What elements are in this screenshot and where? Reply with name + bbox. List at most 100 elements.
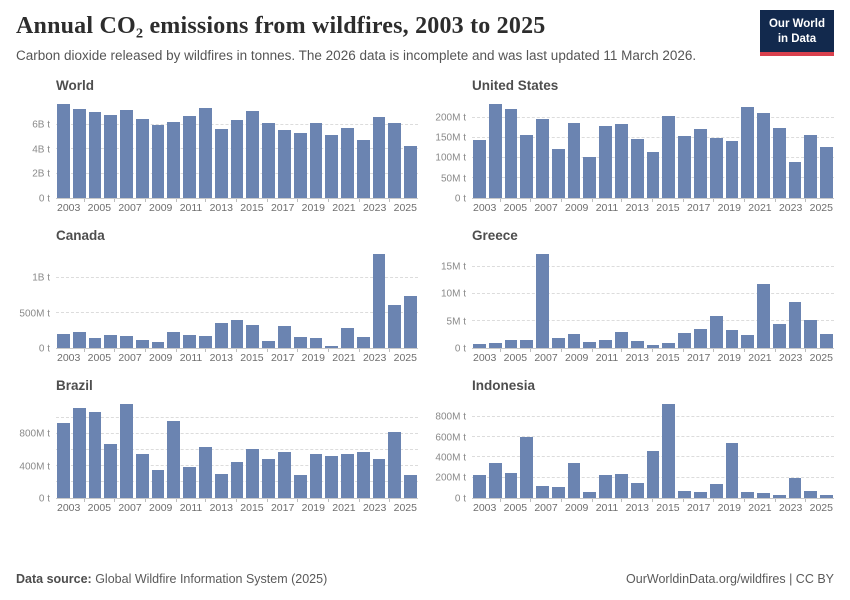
bar-2011[interactable]: [183, 335, 197, 348]
bar-2007[interactable]: [120, 404, 133, 498]
bar-2024[interactable]: [388, 304, 402, 348]
bar-2024[interactable]: [804, 320, 818, 348]
bar-2008[interactable]: [551, 148, 565, 198]
bar-2016[interactable]: [678, 490, 691, 498]
bar-2011[interactable]: [599, 475, 613, 498]
bar-2016[interactable]: [262, 458, 275, 498]
bar-2024[interactable]: [804, 490, 818, 498]
bar-2009[interactable]: [567, 122, 581, 198]
bar-2016[interactable]: [678, 333, 691, 348]
bar-2014[interactable]: [646, 450, 660, 498]
bar-2004[interactable]: [72, 108, 86, 198]
bar-2004[interactable]: [488, 462, 502, 498]
bar-2006[interactable]: [520, 134, 534, 198]
bar-2015[interactable]: [246, 110, 260, 198]
bar-2008[interactable]: [551, 486, 565, 498]
bar-2004[interactable]: [488, 103, 502, 198]
bar-2007[interactable]: [536, 254, 549, 348]
bar-2018[interactable]: [293, 474, 307, 498]
bar-2022[interactable]: [356, 451, 370, 498]
bar-2006[interactable]: [520, 436, 534, 498]
bar-2014[interactable]: [230, 120, 244, 198]
bar-2016[interactable]: [678, 136, 691, 198]
bar-2018[interactable]: [293, 336, 307, 348]
bar-2018[interactable]: [709, 137, 723, 198]
bar-2005[interactable]: [88, 412, 102, 498]
bar-2009[interactable]: [567, 333, 581, 348]
bar-2014[interactable]: [646, 344, 660, 348]
bar-2004[interactable]: [72, 331, 86, 348]
bar-2008[interactable]: [135, 340, 149, 348]
bar-2014[interactable]: [230, 461, 244, 498]
bar-2010[interactable]: [167, 331, 181, 348]
bar-2009[interactable]: [151, 341, 165, 348]
bar-2005[interactable]: [504, 108, 518, 198]
bar-2023[interactable]: [788, 477, 802, 498]
bar-2021[interactable]: [341, 127, 354, 198]
license-link[interactable]: OurWorldinData.org/wildfires | CC BY: [626, 572, 834, 586]
bar-2015[interactable]: [662, 343, 676, 348]
bar-2017[interactable]: [277, 130, 291, 198]
bar-2016[interactable]: [262, 340, 275, 348]
bar-2010[interactable]: [583, 492, 597, 498]
bar-2024[interactable]: [388, 432, 402, 498]
bar-2019[interactable]: [725, 442, 739, 498]
bar-2003[interactable]: [57, 334, 70, 348]
bar-2023[interactable]: [372, 254, 386, 348]
bar-2010[interactable]: [583, 157, 597, 198]
bar-2013[interactable]: [630, 138, 644, 198]
bar-2003[interactable]: [473, 343, 486, 348]
bar-2017[interactable]: [693, 128, 707, 198]
bar-2013[interactable]: [214, 473, 228, 498]
bar-2007[interactable]: [536, 486, 549, 498]
bar-2025[interactable]: [820, 334, 833, 348]
bar-2003[interactable]: [473, 139, 486, 198]
bar-2013[interactable]: [630, 483, 644, 498]
bar-2019[interactable]: [309, 123, 323, 198]
bar-2022[interactable]: [772, 494, 786, 498]
bar-2021[interactable]: [341, 328, 354, 348]
bar-2013[interactable]: [630, 341, 644, 348]
bar-2011[interactable]: [599, 340, 613, 348]
bar-2012[interactable]: [199, 446, 212, 498]
bar-2021[interactable]: [757, 493, 770, 498]
bar-2021[interactable]: [757, 283, 770, 348]
bar-2025[interactable]: [820, 146, 833, 198]
bar-2023[interactable]: [788, 161, 802, 198]
bar-2010[interactable]: [167, 420, 181, 498]
bar-2011[interactable]: [183, 116, 197, 198]
bar-2007[interactable]: [536, 118, 549, 198]
bar-2011[interactable]: [599, 125, 613, 198]
bar-2023[interactable]: [788, 302, 802, 348]
bar-2021[interactable]: [341, 453, 354, 498]
bar-2022[interactable]: [772, 127, 786, 198]
bar-2020[interactable]: [325, 346, 339, 348]
bar-2008[interactable]: [551, 338, 565, 348]
bar-2024[interactable]: [388, 123, 402, 198]
bar-2025[interactable]: [820, 494, 833, 498]
bar-2020[interactable]: [741, 492, 755, 498]
bar-2013[interactable]: [214, 322, 228, 348]
bar-2012[interactable]: [615, 123, 628, 198]
bar-2006[interactable]: [520, 339, 534, 348]
bar-2015[interactable]: [662, 116, 676, 198]
bar-2014[interactable]: [646, 152, 660, 198]
bar-2017[interactable]: [277, 451, 291, 498]
bar-2018[interactable]: [709, 316, 723, 348]
bar-2003[interactable]: [473, 475, 486, 498]
bar-2025[interactable]: [404, 475, 417, 498]
bar-2013[interactable]: [214, 128, 228, 198]
bar-2023[interactable]: [372, 458, 386, 498]
bar-2017[interactable]: [693, 328, 707, 348]
bar-2006[interactable]: [104, 443, 118, 498]
bar-2012[interactable]: [615, 332, 628, 348]
bar-2025[interactable]: [404, 296, 417, 348]
bar-2006[interactable]: [104, 114, 118, 198]
bar-2012[interactable]: [615, 474, 628, 498]
bar-2005[interactable]: [88, 111, 102, 198]
bar-2020[interactable]: [741, 106, 755, 198]
bar-2004[interactable]: [72, 407, 86, 498]
owid-logo[interactable]: Our World in Data: [759, 10, 834, 56]
bar-2022[interactable]: [772, 324, 786, 348]
bar-2003[interactable]: [57, 103, 70, 198]
